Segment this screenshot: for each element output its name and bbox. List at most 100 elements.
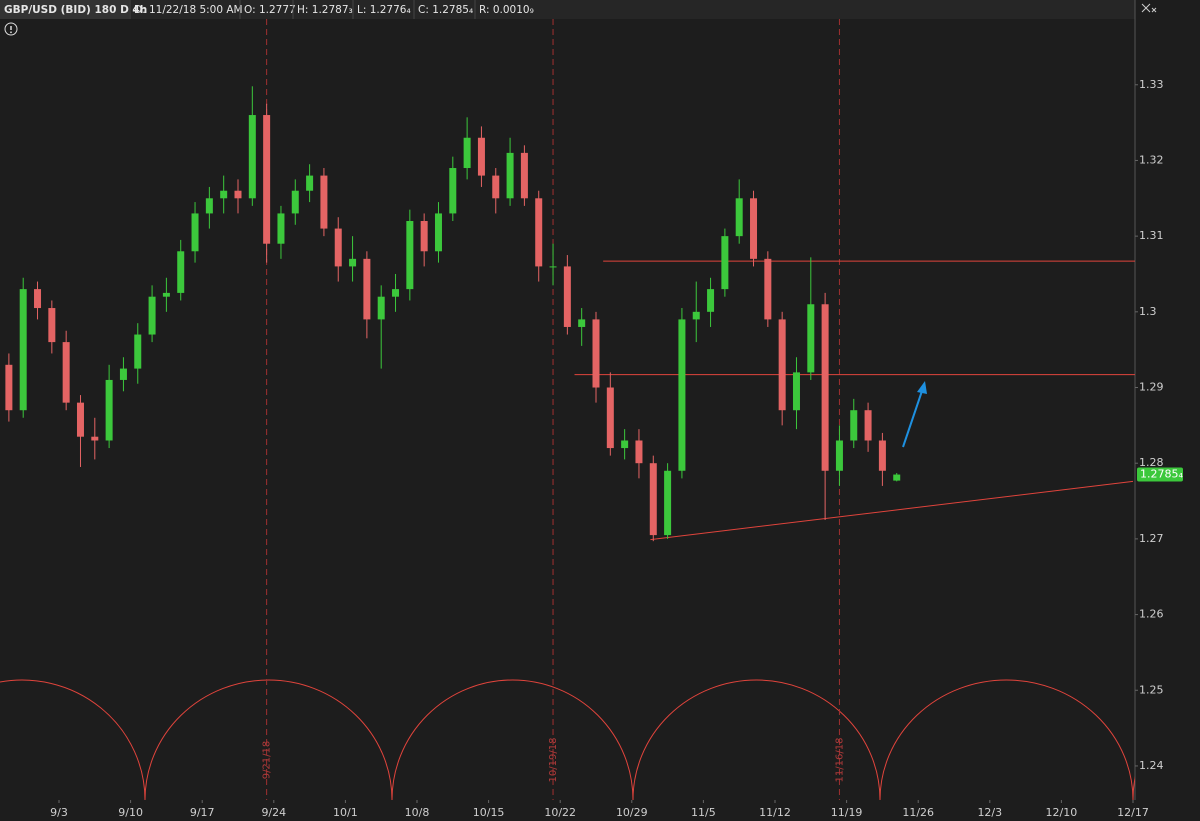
x-tick-label: 10/15 [473, 806, 505, 819]
x-tick-label: 10/22 [544, 806, 576, 819]
candle-body [535, 198, 543, 267]
alert-icon[interactable] [4, 22, 18, 36]
candle-body [506, 152, 514, 199]
y-tick-label: 1.32 [1139, 153, 1164, 166]
cycle-label: 10/19/18 [548, 738, 559, 783]
candle-body [277, 213, 285, 244]
candle-body [377, 296, 385, 320]
candle-body [621, 440, 629, 449]
candle-body [162, 292, 170, 297]
candle-body [692, 311, 700, 320]
header-info: R: 0.0010₉ [479, 4, 534, 16]
last-price-box [1137, 467, 1183, 482]
candle-body [807, 304, 815, 373]
candle-body [549, 266, 557, 268]
x-tick-label: 9/24 [261, 806, 286, 819]
candle-body [205, 198, 213, 214]
candle-body [864, 410, 872, 441]
candle-body [850, 410, 858, 441]
candle-body [134, 334, 142, 369]
cycle-arc [1132, 775, 1135, 801]
symbol-box[interactable] [0, 0, 129, 19]
y-tick-label: 1.31 [1139, 229, 1164, 242]
x-tick-label: 12/17 [1117, 806, 1149, 819]
candle-body [678, 319, 686, 471]
arrow-head [917, 381, 927, 394]
x-tick-label: 12/3 [977, 806, 1002, 819]
candle-body [778, 319, 786, 411]
plot-area: 9/21/18 10/19/18 11/16/18 [5, 19, 1135, 800]
candle-body [320, 175, 328, 229]
x-tick-label: 10/1 [333, 806, 358, 819]
last-price-label: 1.2785₄ [1140, 468, 1183, 481]
candle-body [707, 289, 715, 312]
candle-body [520, 152, 528, 199]
candle-body [220, 190, 228, 199]
candle-body [191, 213, 199, 252]
candle-body [406, 221, 414, 290]
y-tick-label: 1.26 [1139, 608, 1164, 621]
x-tick-label: 11/26 [902, 806, 934, 819]
candle-body [750, 198, 758, 259]
x-tick-label: 12/10 [1046, 806, 1078, 819]
header-info: L: 1.2776₄ [357, 4, 411, 16]
header-info: D: 11/22/18 5:00 AM [134, 4, 243, 16]
candle-body [234, 190, 242, 199]
candle-body [105, 379, 113, 441]
candle-body [449, 168, 457, 214]
candle-body [878, 440, 886, 471]
trend-line [650, 480, 1134, 541]
cycle-label: 9/21/18 [262, 741, 273, 780]
candle-body [62, 342, 70, 403]
candle-body [893, 474, 901, 481]
candle-body [19, 289, 27, 411]
alert-icon-dot [10, 31, 12, 34]
x-tick-label: 11/19 [831, 806, 863, 819]
candle-body [349, 258, 357, 267]
header: GBP/USD (BID) 180 D 4h D: 11/22/18 5:00 … [0, 0, 1135, 19]
candle-body [434, 213, 442, 252]
candle-body [735, 198, 743, 237]
cycle-arc [0, 679, 146, 801]
y-tick-label: 1.25 [1139, 683, 1164, 696]
x-tick-label: 9/3 [50, 806, 68, 819]
candle-body [492, 175, 500, 199]
candle-body [148, 296, 156, 335]
cycle-arcs [0, 679, 1135, 801]
candle-body [392, 289, 400, 297]
candle-body [835, 440, 843, 471]
header-info: O: 1.2777 [244, 4, 296, 16]
y-tick-label: 1.29 [1139, 381, 1164, 394]
right-axis [1134, 0, 1157, 800]
candle-body [76, 402, 84, 437]
candle-body [306, 175, 314, 191]
header-info: C: 1.2785₄ [418, 4, 473, 16]
candle-body [334, 228, 342, 267]
arrow [902, 387, 924, 448]
y-tick-label: 1.27 [1139, 532, 1164, 545]
candle-body [721, 236, 729, 290]
candle-body [363, 258, 371, 320]
candle-body [291, 190, 299, 214]
header-bar [0, 0, 1135, 19]
cycle-arc [632, 679, 881, 801]
candle-body [792, 372, 800, 411]
x-tick-label: 9/10 [118, 806, 143, 819]
candle-body [635, 440, 643, 464]
candle-body [34, 289, 42, 309]
candle-body [592, 319, 600, 388]
y-tick-label: 1.3 [1139, 305, 1157, 318]
x-tick-label: 11/12 [759, 806, 791, 819]
cycle-label: 11/16/18 [834, 738, 845, 783]
candle-body [420, 221, 428, 252]
settings-icon[interactable] [1141, 3, 1157, 13]
cycle-arc [391, 679, 634, 801]
chart-title: GBP/USD (BID) 180 D 4h [4, 4, 147, 16]
y-tick-label: 1.24 [1139, 759, 1164, 772]
candle-body [463, 137, 471, 169]
candle-body [5, 364, 13, 411]
x-tick-label: 9/17 [190, 806, 215, 819]
